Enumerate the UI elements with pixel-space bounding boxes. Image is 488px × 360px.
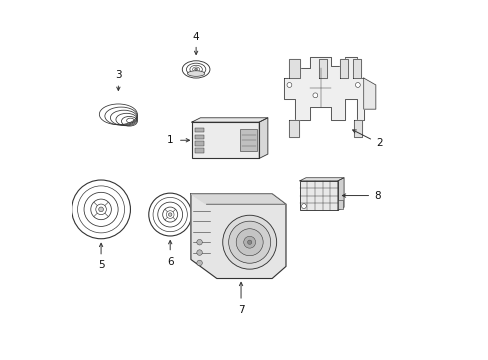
Bar <box>299 181 337 210</box>
Text: 4: 4 <box>192 32 199 42</box>
Text: 5: 5 <box>98 260 104 270</box>
Circle shape <box>355 82 360 87</box>
Polygon shape <box>191 118 267 122</box>
Polygon shape <box>259 118 267 158</box>
Bar <box>240 129 257 152</box>
Circle shape <box>194 68 197 71</box>
Polygon shape <box>339 59 347 78</box>
Circle shape <box>236 229 263 256</box>
Bar <box>337 200 342 208</box>
Text: 7: 7 <box>237 305 244 315</box>
Circle shape <box>286 82 291 87</box>
Polygon shape <box>353 59 360 78</box>
Circle shape <box>228 221 270 263</box>
Circle shape <box>243 236 255 248</box>
Circle shape <box>222 215 276 269</box>
Polygon shape <box>337 178 344 210</box>
Polygon shape <box>318 59 327 78</box>
Circle shape <box>168 213 172 216</box>
Polygon shape <box>363 78 375 109</box>
Ellipse shape <box>187 71 204 76</box>
Polygon shape <box>190 194 285 204</box>
Polygon shape <box>353 120 362 137</box>
Circle shape <box>301 204 306 208</box>
Bar <box>194 141 204 146</box>
Text: 1: 1 <box>167 135 173 145</box>
Circle shape <box>99 207 103 212</box>
Polygon shape <box>284 57 363 120</box>
Polygon shape <box>289 120 299 137</box>
Polygon shape <box>289 59 299 78</box>
Text: 6: 6 <box>166 257 173 267</box>
Bar <box>194 135 204 139</box>
Text: 8: 8 <box>373 190 380 201</box>
Circle shape <box>196 250 202 255</box>
Circle shape <box>247 240 251 244</box>
Polygon shape <box>299 178 344 181</box>
Bar <box>194 148 204 153</box>
Bar <box>194 128 204 132</box>
Bar <box>191 122 259 158</box>
Polygon shape <box>190 194 285 279</box>
Circle shape <box>312 93 317 98</box>
Circle shape <box>196 260 202 266</box>
Circle shape <box>196 239 202 245</box>
Text: 2: 2 <box>375 138 382 148</box>
Text: 3: 3 <box>115 70 122 80</box>
